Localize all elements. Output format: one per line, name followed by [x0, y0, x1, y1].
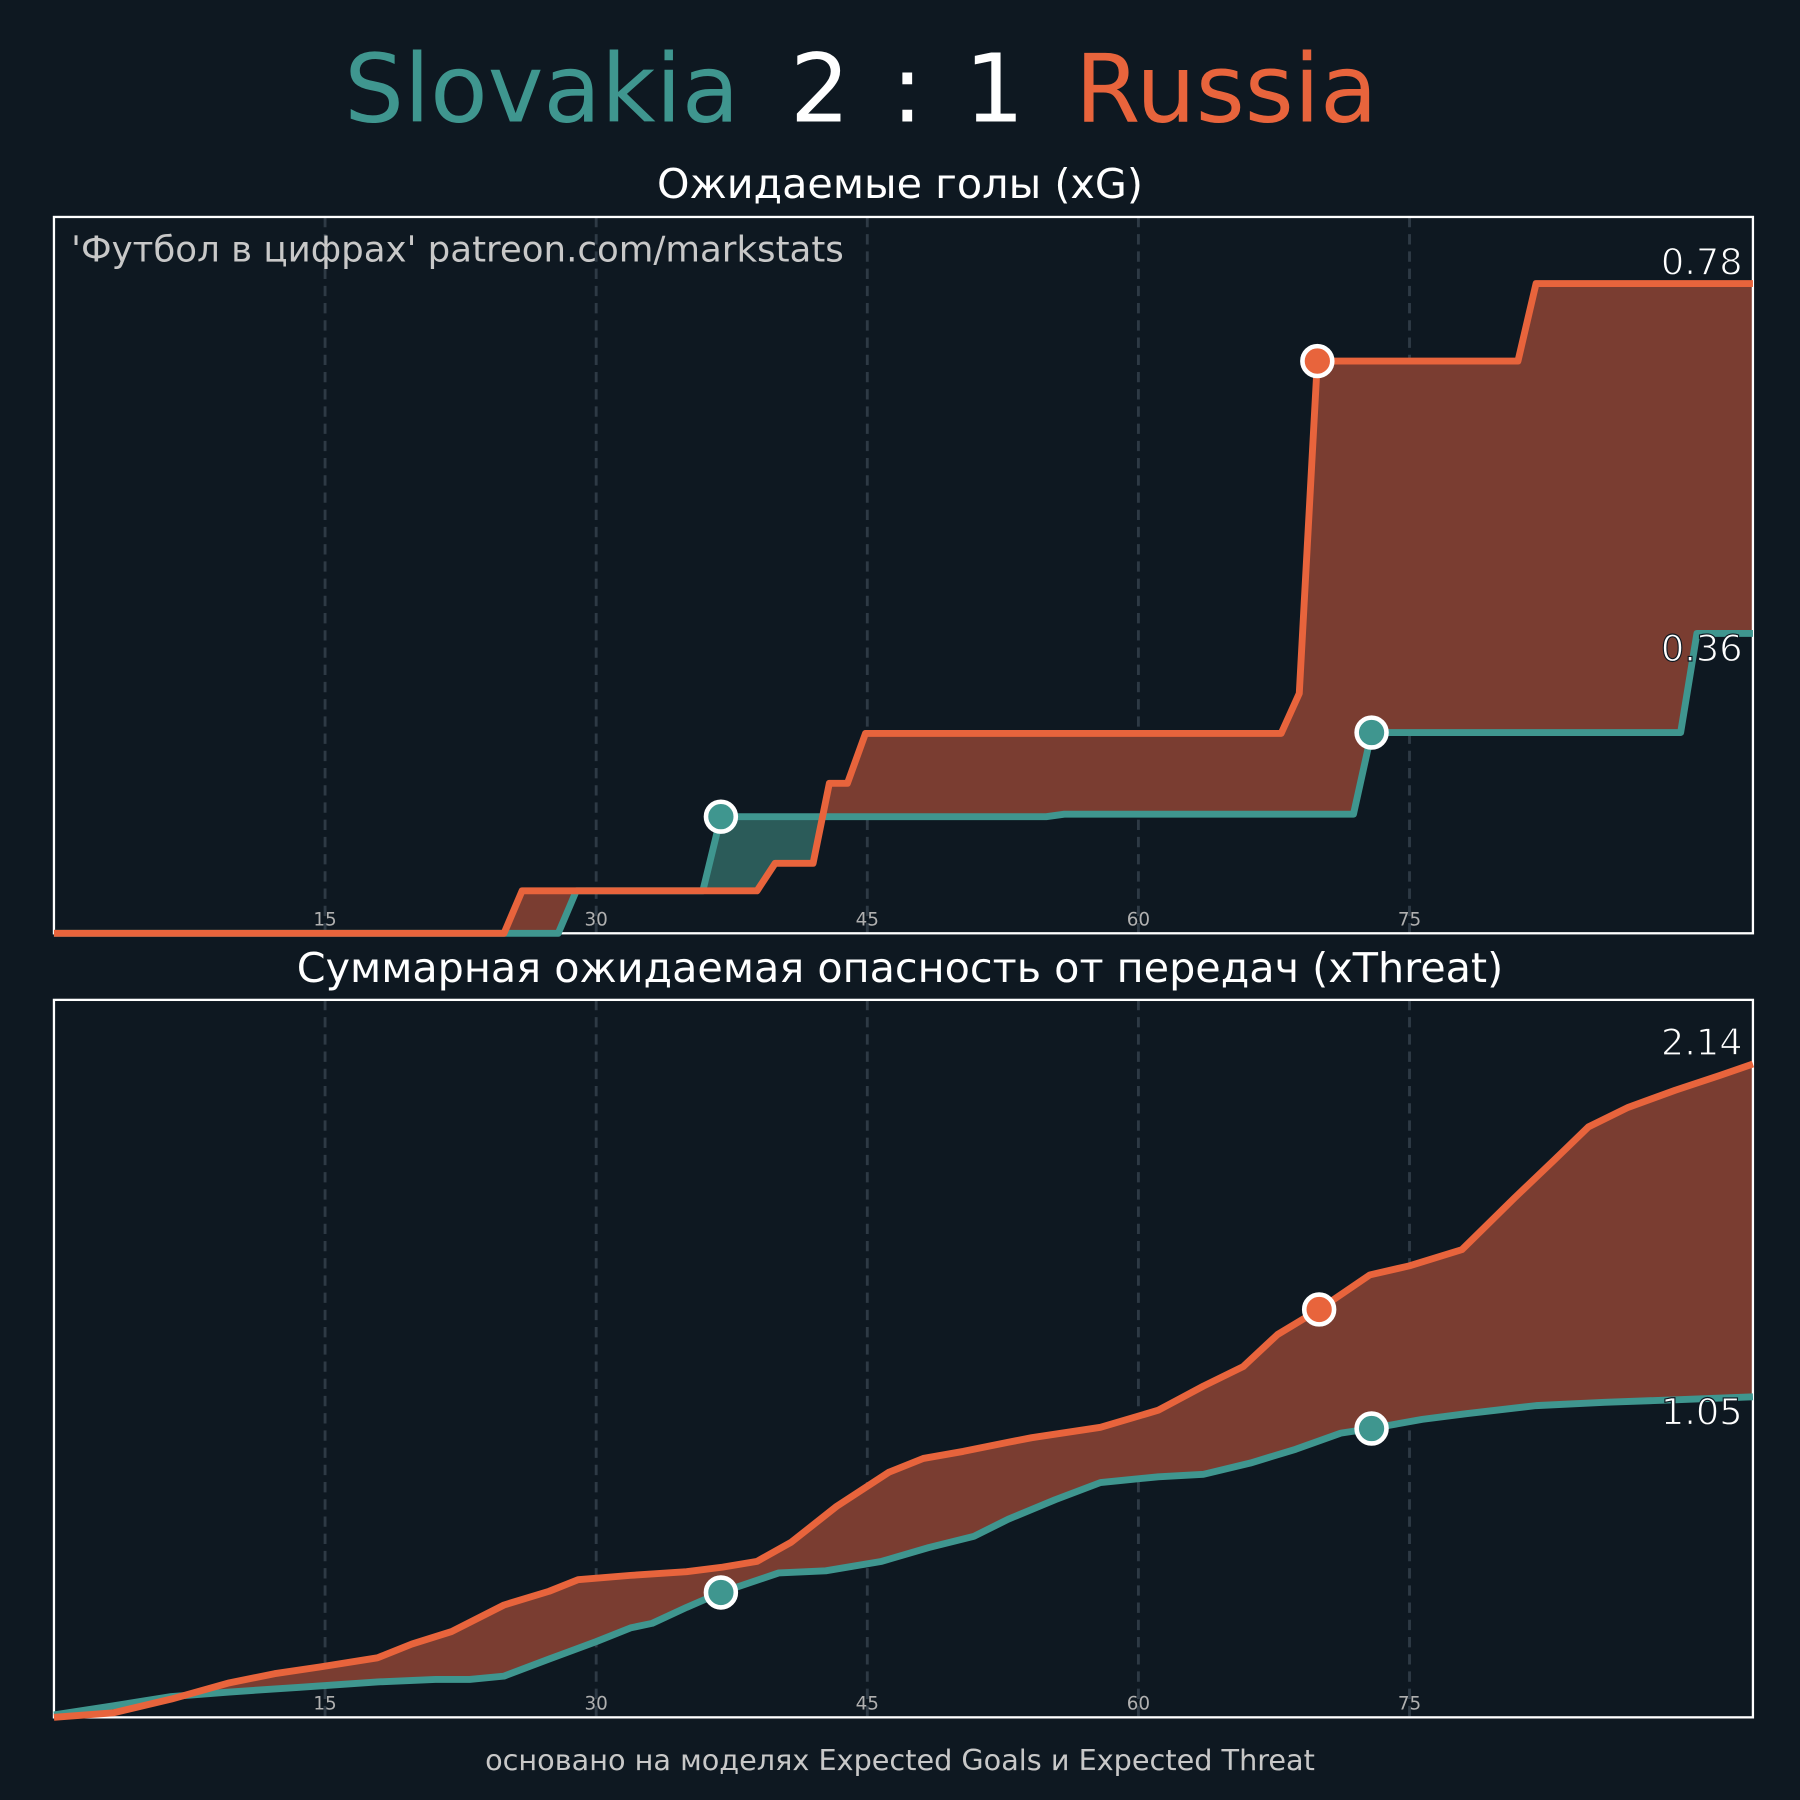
away-team: Russia [1075, 35, 1378, 144]
match-header: Slovakia 2 : 1 Russia [344, 35, 1377, 144]
away-score: 1 [964, 35, 1024, 144]
goal-marker [703, 799, 739, 834]
score-separator: : [891, 35, 923, 144]
lead-area [821, 283, 1753, 820]
x-tick-label: 30 [584, 1694, 607, 1715]
goal-marker [1300, 343, 1335, 379]
x-tick-label: 60 [1127, 1694, 1150, 1715]
x-tick-label: 15 [313, 910, 336, 931]
footnote: основано на моделях Expected Goals и Exp… [485, 1743, 1315, 1777]
chart-title: Суммарная ожидаемая опасность от передач… [297, 944, 1504, 992]
series-line [53, 280, 1753, 937]
lead-area [702, 816, 822, 891]
home-team: Slovakia [344, 35, 739, 144]
series-line [53, 1060, 1755, 1721]
end-value-label: 0.36 [1661, 627, 1743, 670]
x-tick-label: 60 [1127, 910, 1150, 931]
x-tick-label: 75 [1398, 1694, 1421, 1715]
goal-marker [703, 1575, 739, 1610]
x-tick-label: 15 [313, 1694, 336, 1715]
goal-marker [1301, 1292, 1337, 1327]
end-value-label: 0.78 [1661, 241, 1743, 284]
lead-area [183, 1063, 1753, 1696]
x-tick-label: 45 [856, 910, 879, 931]
goal-marker [1354, 1411, 1389, 1446]
x-tick-label: 45 [856, 1694, 879, 1715]
x-tick-label: 75 [1398, 910, 1421, 931]
lead-area [503, 890, 703, 934]
end-value-label: 1.05 [1661, 1390, 1743, 1433]
plot-frame [52, 998, 1755, 1719]
watermark: 'Футбол в цифрах' patreon.com/markstats [71, 229, 844, 270]
end-value-label: 2.14 [1661, 1021, 1743, 1064]
home-score: 2 [790, 35, 850, 144]
plot-frame [52, 215, 1755, 935]
chart-title: Ожидаемые голы (xG) [657, 160, 1143, 208]
goal-marker [1354, 715, 1389, 750]
x-tick-label: 30 [584, 910, 607, 931]
series-line [53, 629, 1753, 937]
